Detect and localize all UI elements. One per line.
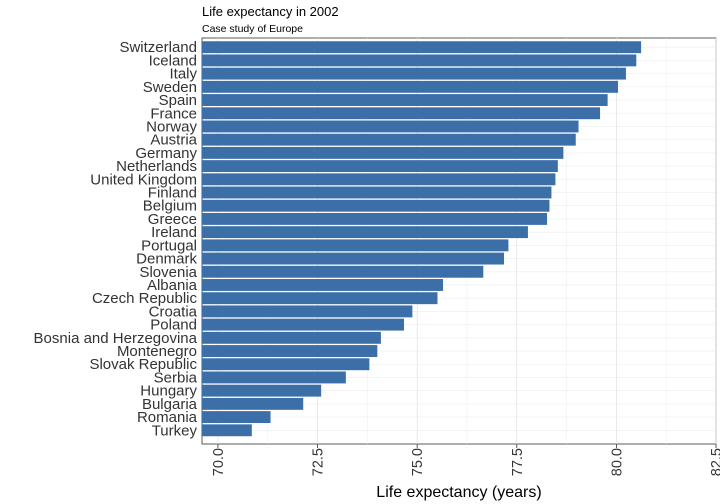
category-label: Finland	[148, 185, 197, 202]
bar	[202, 318, 405, 331]
bar	[202, 133, 576, 146]
chart-subtitle: Case study of Europe	[202, 23, 303, 35]
category-label: Italy	[169, 66, 197, 83]
category-label: Belgium	[143, 198, 197, 215]
category-label: Netherlands	[116, 158, 197, 175]
category-label: Turkey	[152, 422, 198, 439]
category-label: Bulgaria	[142, 396, 198, 413]
bar	[202, 411, 271, 424]
category-label: Switzerland	[119, 39, 197, 56]
bar	[202, 397, 304, 410]
category-label: Iceland	[149, 52, 197, 69]
bar	[202, 265, 484, 278]
category-label: Denmark	[136, 251, 197, 268]
category-label: Austria	[150, 132, 197, 149]
category-label: Croatia	[149, 303, 198, 320]
x-axis-title: Life expectancy (years)	[376, 484, 541, 501]
bar	[202, 371, 346, 384]
bar	[202, 305, 413, 318]
bar	[202, 384, 322, 397]
bar	[202, 173, 556, 186]
bar	[202, 120, 579, 133]
bar	[202, 199, 550, 212]
bar	[202, 424, 252, 437]
bar	[202, 226, 528, 239]
category-label: Albania	[147, 277, 198, 294]
x-tick-label: 80.0	[609, 448, 625, 476]
bar	[202, 80, 618, 93]
category-label: France	[150, 105, 197, 122]
x-tick-label: 77.5	[510, 448, 526, 476]
category-label: Czech Republic	[92, 290, 198, 307]
category-label: United Kingdom	[90, 171, 197, 188]
category-label: Bosnia and Herzegovina	[34, 330, 198, 347]
category-label: Poland	[150, 317, 197, 334]
bar	[202, 239, 509, 252]
bar	[202, 345, 378, 357]
category-label: Hungary	[140, 383, 197, 400]
category-label: Slovak Republic	[89, 356, 197, 373]
bar	[202, 186, 552, 199]
category-label: Germany	[135, 145, 197, 162]
bar	[202, 358, 370, 371]
bar	[202, 54, 637, 67]
bars	[202, 41, 642, 437]
x-tick-labels: 70.0 72.5 75.0 77.5 80.0 82.5	[211, 444, 720, 476]
category-labels: SwitzerlandIcelandItalySwedenSpainFrance…	[34, 39, 198, 439]
bar	[202, 41, 642, 54]
category-label: Romania	[137, 409, 198, 426]
category-label: Serbia	[154, 369, 198, 386]
category-label: Ireland	[151, 224, 197, 241]
bar	[202, 94, 608, 106]
bar	[202, 331, 381, 344]
bar	[202, 252, 505, 265]
category-label: Slovenia	[139, 264, 197, 281]
category-label: Greece	[148, 211, 197, 228]
bar	[202, 160, 558, 173]
category-label: Sweden	[143, 79, 197, 96]
category-label: Norway	[146, 118, 197, 135]
category-label: Spain	[159, 92, 197, 109]
bar	[202, 67, 626, 80]
category-label: Portugal	[141, 237, 197, 254]
x-tick-label: 75.0	[410, 448, 426, 476]
bar	[202, 146, 564, 159]
bar	[202, 212, 548, 225]
x-tick-label: 70.0	[211, 448, 227, 476]
category-label: Montenegro	[117, 343, 197, 360]
x-tick-label: 82.5	[709, 448, 720, 476]
bar	[202, 279, 444, 291]
chart-title: Life expectancy in 2002	[202, 4, 339, 19]
bar	[202, 292, 438, 305]
bar	[202, 107, 601, 120]
x-tick-label: 72.5	[311, 448, 327, 476]
